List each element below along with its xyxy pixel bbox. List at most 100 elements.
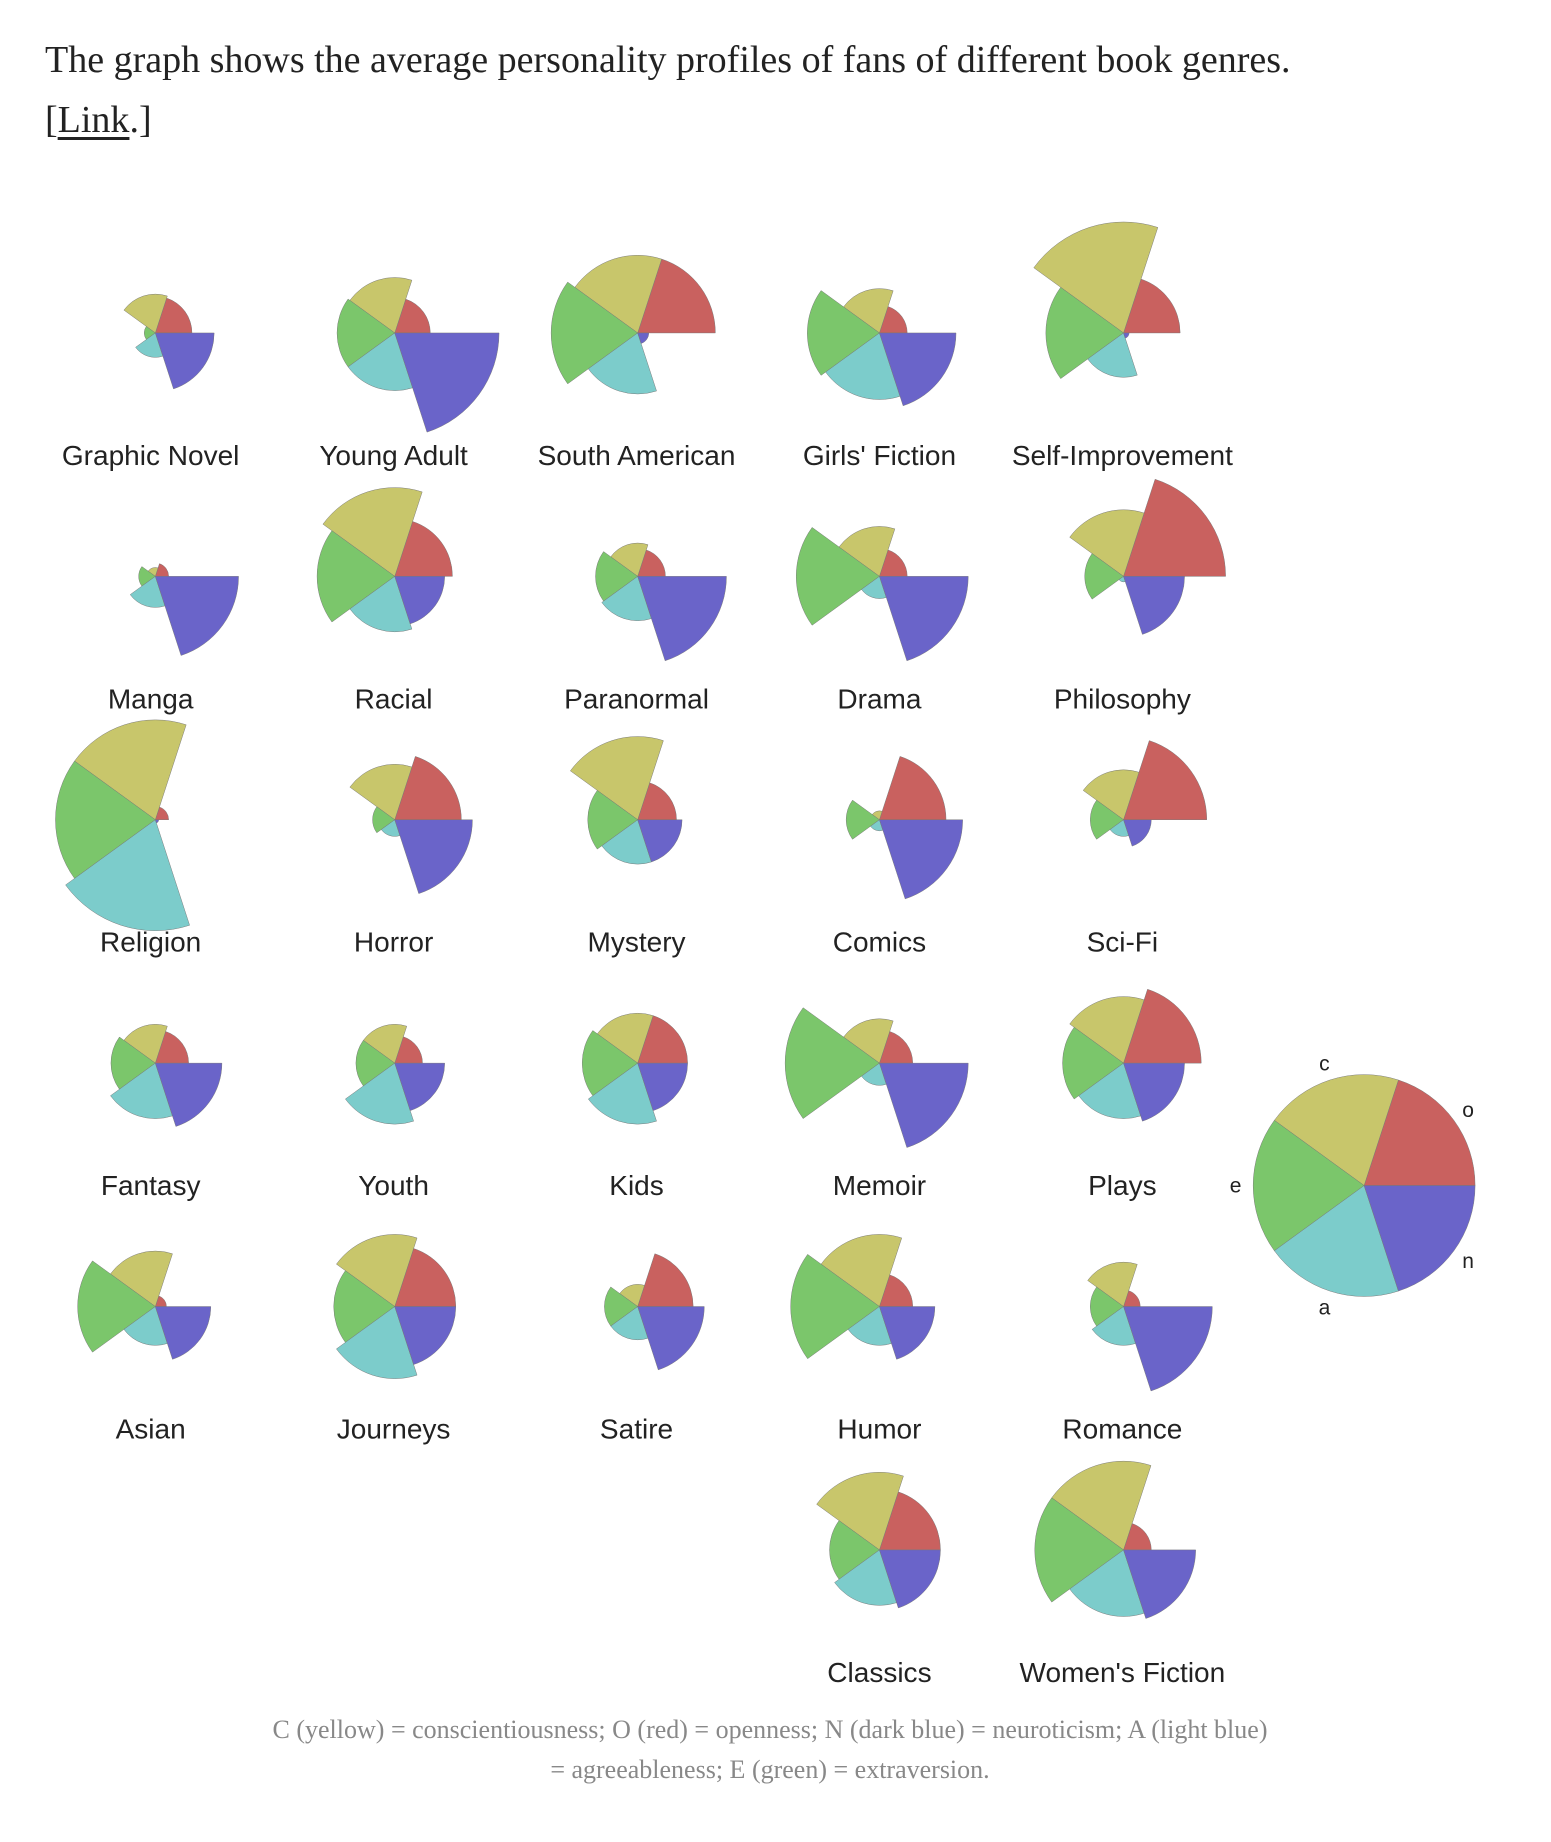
sector	[637, 1306, 705, 1371]
sector	[155, 1031, 189, 1064]
sector	[637, 258, 716, 334]
sector	[847, 1306, 892, 1346]
sector	[581, 1030, 639, 1097]
sector	[637, 819, 683, 863]
sector	[394, 576, 445, 625]
sector	[610, 542, 649, 577]
genre-label: Youth	[358, 1170, 429, 1201]
sector	[394, 1306, 457, 1365]
sector	[587, 332, 657, 395]
key-sector	[1363, 1079, 1476, 1186]
key-sector	[1274, 1074, 1399, 1186]
genre-label: Asian	[116, 1414, 186, 1445]
sector	[1090, 1286, 1124, 1327]
sector	[155, 1062, 223, 1127]
genre-label: Comics	[833, 927, 926, 958]
key-label: e	[1230, 1175, 1242, 1198]
genre-label: Manga	[108, 683, 194, 714]
sector	[843, 1018, 894, 1064]
sector	[394, 756, 462, 820]
sector	[1123, 1549, 1196, 1619]
sector	[829, 1520, 880, 1580]
sector	[123, 293, 168, 334]
sector	[637, 782, 677, 820]
sector	[347, 332, 413, 391]
sector	[879, 1062, 969, 1148]
sector	[637, 1062, 688, 1111]
sector	[550, 281, 639, 385]
link[interactable]: Link	[57, 99, 130, 141]
sector	[1051, 1460, 1152, 1551]
sector	[155, 332, 215, 390]
sector	[587, 1062, 657, 1125]
sector	[155, 297, 193, 334]
sector	[604, 1286, 639, 1327]
sector	[795, 527, 880, 626]
sector	[879, 1031, 913, 1064]
link-suffix: .]	[129, 99, 152, 141]
sector	[816, 1472, 904, 1551]
genre-label: Girls' Fiction	[803, 440, 956, 471]
sector	[570, 736, 664, 821]
sector	[1087, 1261, 1138, 1307]
sector	[110, 1062, 173, 1119]
sector	[1090, 799, 1124, 840]
sector	[879, 1549, 941, 1609]
sector	[1034, 1497, 1124, 1603]
sector	[1087, 332, 1138, 378]
sector	[155, 576, 239, 656]
sector	[1123, 819, 1152, 847]
sector	[110, 1250, 173, 1307]
sector	[55, 760, 156, 879]
sector	[790, 1254, 880, 1360]
key-sector	[1252, 1119, 1365, 1252]
sector	[879, 332, 957, 407]
sector	[879, 1274, 913, 1307]
sector	[394, 298, 431, 334]
genre-label: Plays	[1088, 1170, 1157, 1201]
sector	[129, 575, 166, 608]
genre-label: Young Adult	[319, 440, 468, 471]
genre-label: Mystery	[587, 927, 685, 958]
sector	[349, 575, 413, 633]
sector	[637, 1253, 694, 1307]
genre-label: Religion	[100, 927, 201, 958]
sector	[336, 1306, 418, 1379]
genre-label: Romance	[1062, 1414, 1182, 1445]
sector	[1078, 1062, 1141, 1119]
sector	[74, 719, 187, 821]
genre-label: Philosophy	[1054, 683, 1191, 714]
sector	[1084, 553, 1124, 600]
sector	[807, 290, 880, 376]
sector	[846, 799, 880, 840]
key-label: n	[1462, 1250, 1474, 1273]
genre-label: Self-Improvement	[1012, 440, 1233, 471]
sector	[1062, 1026, 1124, 1100]
sector	[1045, 286, 1124, 379]
sector	[77, 1260, 156, 1353]
sector	[65, 819, 190, 931]
sector	[1091, 1306, 1136, 1346]
genre-label: Journeys	[337, 1414, 451, 1445]
sector	[825, 332, 901, 400]
sector	[155, 819, 159, 824]
genre-label: South American	[538, 440, 736, 471]
sector	[1123, 576, 1185, 635]
sector	[610, 1306, 649, 1341]
key-label: a	[1319, 1297, 1331, 1320]
sector	[1123, 478, 1226, 577]
genre-label: Sci-Fi	[1087, 927, 1159, 958]
sector	[372, 806, 396, 834]
sector	[879, 1491, 941, 1551]
sector	[1069, 509, 1145, 577]
genre-label: Drama	[837, 683, 921, 714]
genre-label: Horror	[354, 927, 433, 958]
sector	[1123, 1062, 1185, 1122]
genre-label: Classics	[827, 1657, 931, 1688]
sector	[596, 1012, 654, 1064]
sector	[155, 1306, 212, 1360]
sector	[394, 1248, 457, 1307]
sector	[838, 526, 896, 577]
